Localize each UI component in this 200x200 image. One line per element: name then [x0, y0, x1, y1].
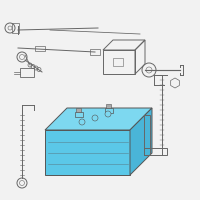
Circle shape	[92, 115, 98, 121]
Bar	[35, 46, 45, 51]
Bar	[75, 112, 83, 117]
Polygon shape	[45, 130, 130, 175]
Circle shape	[79, 119, 85, 125]
Bar	[20, 68, 34, 77]
Bar	[76, 108, 81, 112]
Polygon shape	[45, 108, 152, 130]
Bar	[106, 104, 111, 108]
Bar	[105, 108, 113, 113]
Bar	[12, 23, 19, 33]
Bar	[113, 58, 123, 66]
Bar	[103, 50, 135, 74]
Polygon shape	[130, 108, 152, 175]
Circle shape	[105, 111, 111, 117]
Bar	[90, 49, 100, 55]
